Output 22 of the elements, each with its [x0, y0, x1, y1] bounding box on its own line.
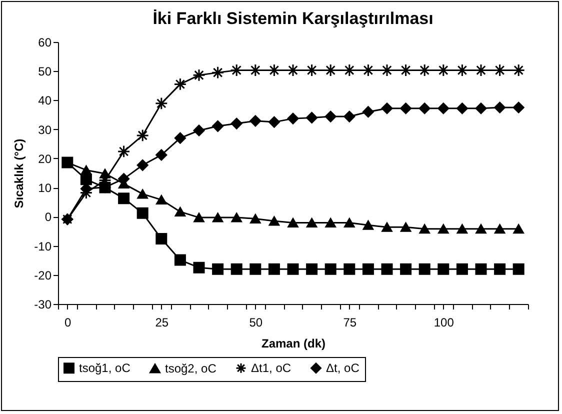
x-tick-label: 100 [434, 316, 454, 330]
y-tick-label: 0 [44, 210, 52, 224]
chart-title: İki Farklı Sistemin Karşılaştırılması [152, 9, 434, 28]
x-tick-label: 25 [155, 316, 169, 330]
x-tick-label: 75 [343, 316, 357, 330]
y-tick-label: 30 [38, 122, 52, 137]
y-axis-title: Sıcaklık (°C) [12, 138, 26, 208]
legend-label: Δt, oC [326, 361, 360, 376]
y-tick-label: 20 [38, 152, 52, 166]
y-tick-label: 40 [38, 94, 52, 108]
y-tick-label: 50 [38, 64, 52, 79]
legend-label: Δt1, oC [251, 361, 292, 376]
x-tick-label: 50 [249, 316, 263, 330]
legend-label: tsoğ2, oC [165, 361, 217, 376]
y-tick-label: 60 [38, 36, 52, 50]
x-tick-label: 0 [64, 316, 72, 330]
x-axis-title: Zaman (dk) [261, 336, 326, 350]
y-tick-label: 10 [38, 181, 52, 196]
y-tick-label: -20 [34, 268, 52, 282]
y-tick-label: -10 [34, 239, 52, 254]
y-tick-label: -30 [34, 298, 52, 312]
legend-label: tsoğ1, oC [79, 361, 131, 376]
